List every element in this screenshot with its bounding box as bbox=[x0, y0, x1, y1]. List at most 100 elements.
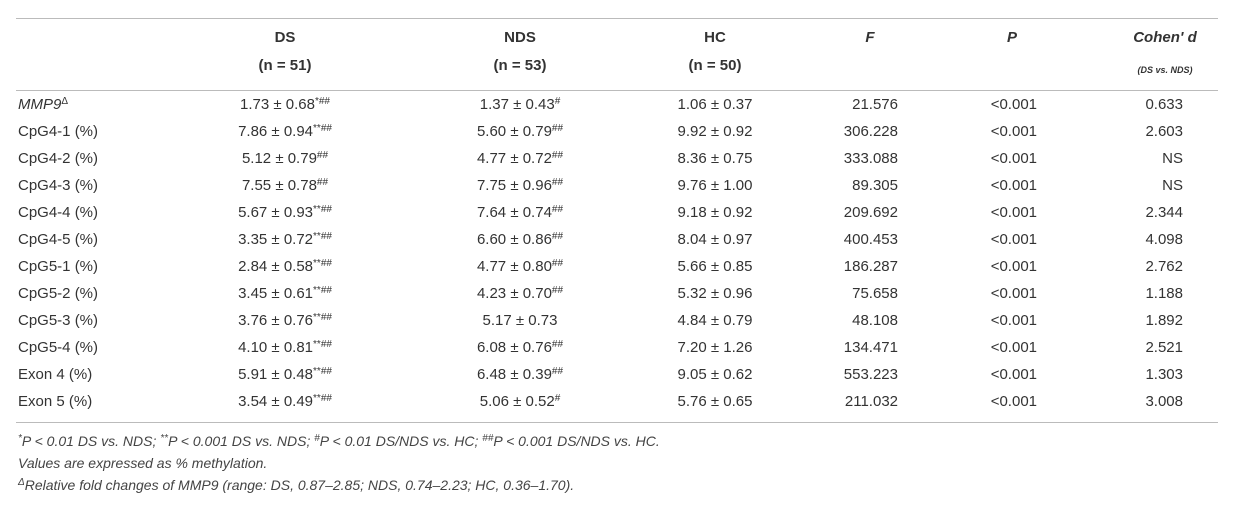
cell: 2.762 bbox=[1145, 258, 1183, 275]
cell: <0.001 bbox=[990, 312, 1037, 329]
cell-text: 6.60 ± 0.86 bbox=[476, 231, 552, 248]
cell: 5.06 ± 0.52# bbox=[480, 393, 561, 411]
cell-text: 1.73 ± 0.68 bbox=[240, 96, 315, 113]
superscript: ## bbox=[551, 285, 564, 296]
superscript: **## bbox=[313, 339, 332, 350]
superscript: **## bbox=[313, 285, 332, 296]
cell: 5.17 ± 0.73 bbox=[482, 312, 558, 329]
cell: 2.84 ± 0.58**## bbox=[238, 258, 332, 276]
row-label: CpG4-3 (%) bbox=[18, 177, 99, 194]
cell: 4.10 ± 0.81**## bbox=[238, 339, 332, 357]
row-label: CpG4-2 (%) bbox=[18, 150, 99, 167]
cell: 1.892 bbox=[1145, 312, 1183, 329]
superscript: # bbox=[314, 433, 320, 444]
cell: 400.453 bbox=[843, 231, 898, 248]
cell: 8.36 ± 0.75 bbox=[677, 150, 753, 167]
cell: 5.12 ± 0.79## bbox=[242, 150, 328, 168]
column-header: P bbox=[1006, 29, 1018, 46]
superscript: **## bbox=[313, 312, 332, 323]
cell: 5.91 ± 0.48**## bbox=[238, 366, 332, 384]
cell: <0.001 bbox=[990, 285, 1037, 302]
cell: 134.471 bbox=[843, 339, 898, 356]
superscript: ## bbox=[482, 433, 494, 444]
cell: 2.521 bbox=[1145, 339, 1183, 356]
column-header: Cohen' d bbox=[1133, 29, 1197, 46]
cell: NS bbox=[1162, 177, 1183, 194]
cell-text: 5.60 ± 0.79 bbox=[476, 123, 552, 140]
cell: 1.73 ± 0.68*## bbox=[240, 96, 330, 114]
cell: 1.303 bbox=[1145, 366, 1183, 383]
cell: 2.344 bbox=[1145, 204, 1183, 221]
cell: 7.64 ± 0.74## bbox=[477, 204, 563, 222]
cell: 7.75 ± 0.96## bbox=[477, 177, 563, 195]
superscript: ## bbox=[316, 150, 329, 161]
cell: 5.76 ± 0.65 bbox=[677, 393, 753, 410]
cell-text: 6.48 ± 0.39 bbox=[476, 366, 552, 383]
superscript: **## bbox=[313, 258, 332, 269]
superscript: Δ bbox=[18, 477, 25, 488]
cell: <0.001 bbox=[990, 231, 1037, 248]
cell: 1.06 ± 0.37 bbox=[677, 96, 753, 113]
column-subheader: (DS vs. NDS) bbox=[1137, 65, 1193, 75]
superscript: ** bbox=[160, 433, 169, 444]
footnote-text: P < 0.01 DS vs. NDS; bbox=[21, 433, 161, 449]
cell: 4.84 ± 0.79 bbox=[677, 312, 753, 329]
cell: <0.001 bbox=[990, 177, 1037, 194]
column-header: DS bbox=[274, 29, 296, 46]
cell-text: 3.45 ± 0.61 bbox=[238, 285, 314, 302]
cell-text: 4.10 ± 0.81 bbox=[238, 339, 314, 356]
cell: 2.603 bbox=[1145, 123, 1183, 140]
cell: 9.05 ± 0.62 bbox=[677, 366, 753, 383]
cell: 3.45 ± 0.61**## bbox=[238, 285, 332, 303]
superscript: ## bbox=[551, 339, 564, 350]
cell: 553.223 bbox=[843, 366, 898, 383]
column-subheader: (n = 53) bbox=[493, 57, 547, 74]
cell: 3.76 ± 0.76**## bbox=[238, 312, 332, 330]
superscript: ## bbox=[551, 177, 564, 188]
cell-text: 5.12 ± 0.79 bbox=[241, 150, 317, 167]
cell: <0.001 bbox=[990, 339, 1037, 356]
cell: 1.188 bbox=[1145, 285, 1183, 302]
superscript: ## bbox=[551, 258, 564, 269]
cell-text: 2.84 ± 0.58 bbox=[238, 258, 314, 275]
cell: 89.305 bbox=[852, 177, 898, 194]
superscript: ## bbox=[551, 150, 564, 161]
cell: 9.18 ± 0.92 bbox=[677, 204, 753, 221]
cell: 7.20 ± 1.26 bbox=[677, 339, 753, 356]
cell: 333.088 bbox=[843, 150, 898, 167]
cell: 5.60 ± 0.79## bbox=[477, 123, 563, 141]
cell: <0.001 bbox=[990, 258, 1037, 275]
superscript: ## bbox=[551, 204, 564, 215]
row-label: MMP9Δ bbox=[18, 96, 68, 114]
footnote-text: Relative fold changes of MMP9 (range: DS… bbox=[24, 477, 575, 493]
cell-text: 3.35 ± 0.72 bbox=[238, 231, 314, 248]
cell: 5.66 ± 0.85 bbox=[677, 258, 753, 275]
superscript: Δ bbox=[61, 96, 69, 107]
cell-text: 7.86 ± 0.94 bbox=[238, 123, 314, 140]
cell-text: MMP9 bbox=[18, 96, 62, 113]
cell-text: 4.77 ± 0.80 bbox=[476, 258, 552, 275]
cell: 5.67 ± 0.93**## bbox=[238, 204, 332, 222]
superscript: ## bbox=[551, 123, 564, 134]
cell: 4.23 ± 0.70## bbox=[477, 285, 563, 303]
cell-text: 4.77 ± 0.72 bbox=[476, 150, 552, 167]
cell: <0.001 bbox=[990, 204, 1037, 221]
cell-text: 7.55 ± 0.78 bbox=[241, 177, 317, 194]
superscript: *## bbox=[314, 96, 330, 107]
cell: 209.692 bbox=[843, 204, 898, 221]
footnote: ΔRelative fold changes of MMP9 (range: D… bbox=[18, 476, 574, 494]
cell: 3.54 ± 0.49**## bbox=[238, 393, 332, 411]
column-subheader: (n = 51) bbox=[258, 57, 312, 74]
row-label: CpG4-5 (%) bbox=[18, 231, 99, 248]
cell-text: 3.54 ± 0.49 bbox=[238, 393, 314, 410]
cell: 9.76 ± 1.00 bbox=[677, 177, 753, 194]
cell: <0.001 bbox=[990, 150, 1037, 167]
cell-text: 5.06 ± 0.52 bbox=[479, 393, 555, 410]
cell-text: 6.08 ± 0.76 bbox=[476, 339, 552, 356]
cell: 186.287 bbox=[843, 258, 898, 275]
cell: 9.92 ± 0.92 bbox=[677, 123, 753, 140]
footnote: *P < 0.01 DS vs. NDS; **P < 0.001 DS vs.… bbox=[18, 432, 660, 450]
column-header: NDS bbox=[504, 29, 536, 46]
cell-text: 7.75 ± 0.96 bbox=[476, 177, 552, 194]
cell-text: 5.91 ± 0.48 bbox=[238, 366, 314, 383]
